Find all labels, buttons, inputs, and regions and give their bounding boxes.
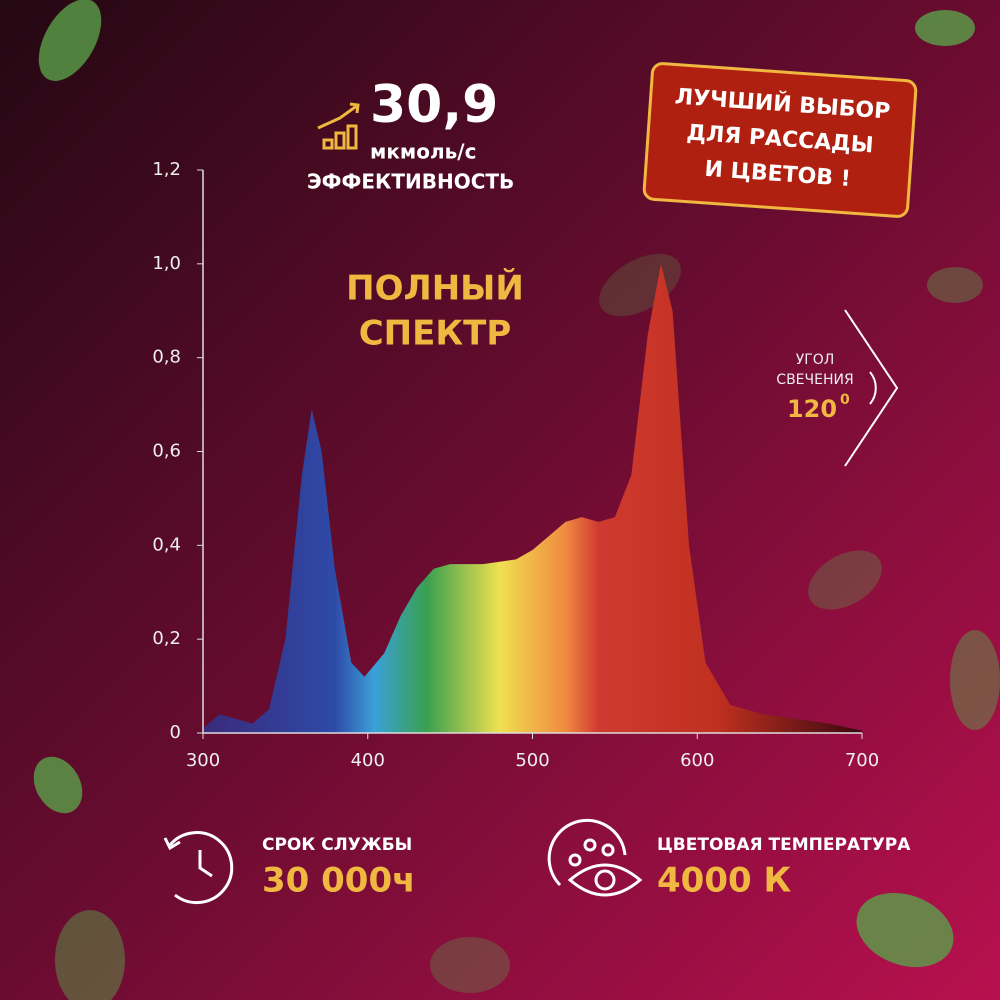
angle-value: 120 (787, 395, 837, 423)
spectrum-label: СПЕКТР (359, 314, 512, 354)
angle-icon (844, 309, 899, 467)
leaves (33, 0, 1000, 1000)
chart: 0 0,2 0,4 0,6 0,8 1,0 1,2 300 400 500 600 700 (152, 159, 879, 771)
lifetime-value: 30 000ч (262, 861, 415, 901)
y-tick-label: 0,8 (152, 347, 181, 368)
y-tick-label: 0,2 (152, 628, 181, 649)
y-tick-label: 1,2 (152, 159, 181, 180)
clock-icon (163, 831, 234, 905)
spectrum-label: ПОЛНЫЙ (346, 268, 524, 309)
efficiency-unit: мкмоль/с (370, 140, 476, 164)
x-tick-label: 500 (515, 750, 549, 771)
x-tick-label: 300 (186, 750, 220, 771)
y-tick-label: 1,0 (152, 253, 181, 274)
angle-label: УГОЛ (796, 352, 835, 368)
spectrum-area (203, 263, 862, 733)
angle-label: СВЕЧЕНИЯ (776, 372, 853, 388)
color-temp-value: 4000 К (657, 861, 791, 901)
lifetime-label: СРОК СЛУЖБЫ (262, 835, 412, 855)
color-temp-label: ЦВЕТОВАЯ ТЕМПЕРАТУРА (657, 835, 911, 855)
y-tick-label: 0,6 (152, 441, 181, 462)
eye-icon (547, 818, 643, 897)
y-tick-label: 0,4 (152, 534, 181, 555)
badge: ЛУЧШИЙ ВЫБОР ДЛЯ РАССАДЫ И ЦВЕТОВ ! (642, 62, 918, 218)
angle-unit: 0 (840, 392, 850, 408)
efficiency-icon (317, 102, 360, 150)
y-tick-label: 0 (170, 722, 181, 743)
x-tick-label: 400 (351, 750, 385, 771)
efficiency-label: ЭФФЕКТИВНОСТЬ (307, 170, 514, 194)
x-tick-label: 700 (845, 750, 879, 771)
efficiency-value: 30,9 (370, 75, 498, 135)
x-tick-label: 600 (680, 750, 714, 771)
